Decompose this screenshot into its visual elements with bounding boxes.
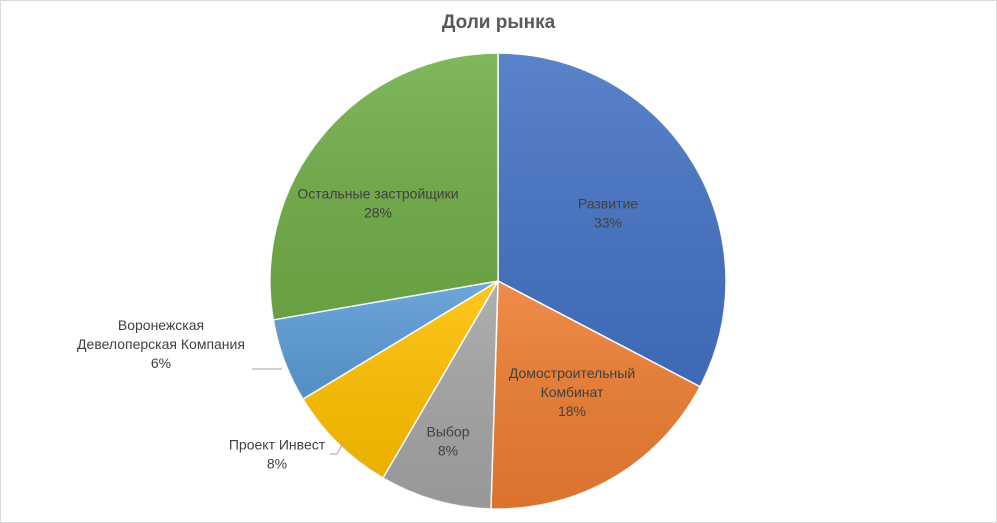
pie-slice-shading bbox=[270, 53, 498, 320]
leader-lines bbox=[252, 368, 345, 455]
data-labels: Развитие 33% Домостроительный Комбинат 18% Вы… bbox=[77, 186, 638, 472]
pie-slice-shading bbox=[490, 281, 701, 510]
slice-data-label: Домостроительный Комбинат 18% bbox=[509, 365, 635, 419]
slice-data-label: Воронежская Девелоперская Компания 6% bbox=[77, 317, 245, 371]
slice-data-label: Развитие 33% bbox=[578, 196, 638, 231]
slice-data-label: Остальные застройщики 28% bbox=[297, 186, 458, 221]
slice-data-label: Выбор 8% bbox=[427, 424, 470, 459]
pie-slice-shading bbox=[382, 281, 498, 509]
leader-line bbox=[330, 440, 345, 455]
chart-title: Доли рынка bbox=[441, 12, 556, 33]
pie-slices bbox=[269, 52, 727, 510]
pie-slice-shading bbox=[302, 281, 498, 478]
slice-data-label: Проект Инвест 8% bbox=[229, 437, 326, 472]
pie-slice-shading bbox=[498, 53, 727, 387]
